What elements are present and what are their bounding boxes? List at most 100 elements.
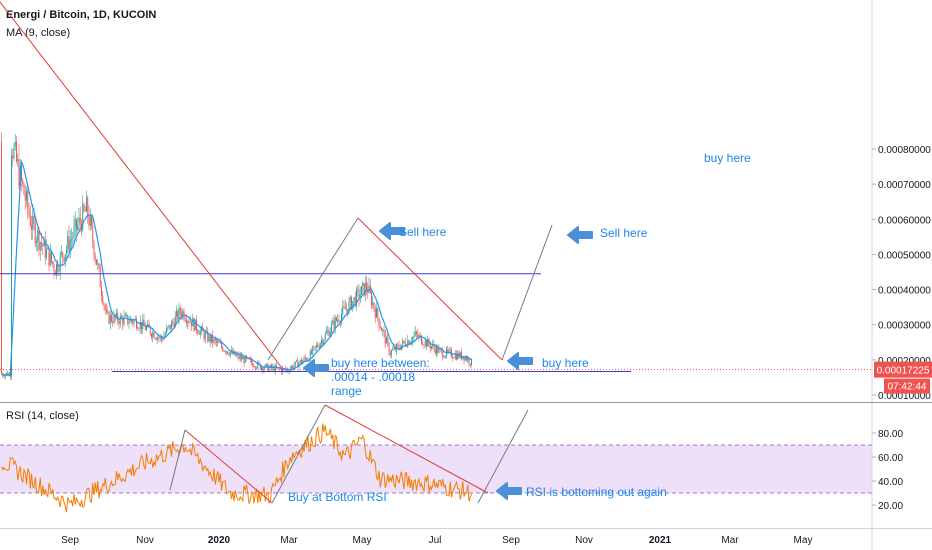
- candle-body: [184, 319, 186, 321]
- candle-body: [126, 314, 127, 316]
- candle-body: [131, 319, 132, 322]
- candle-body: [453, 358, 455, 359]
- candle-body: [404, 342, 406, 346]
- candle-body: [329, 331, 331, 336]
- candle-body: [382, 329, 384, 331]
- candle-body: [98, 263, 100, 268]
- candle-body: [109, 315, 111, 324]
- candle-body: [74, 219, 76, 227]
- candle-body: [47, 247, 49, 249]
- candle-body: [466, 356, 467, 361]
- candle-body: [436, 346, 437, 354]
- candle-body: [383, 329, 385, 333]
- candle-body: [398, 344, 400, 348]
- candle-body: [69, 240, 71, 252]
- candle-body: [287, 369, 289, 371]
- candle-body: [361, 286, 362, 295]
- time-tick-label: Mar: [280, 535, 298, 546]
- candle-body: [357, 289, 359, 290]
- candle-body: [82, 204, 84, 231]
- candle-body: [366, 283, 367, 289]
- price-tick-label: 0.00050000: [878, 250, 931, 261]
- candle-body: [177, 311, 179, 320]
- candle-body: [356, 289, 357, 306]
- candle-body: [403, 340, 405, 343]
- candle-body: [457, 352, 459, 360]
- candle-body: [346, 308, 347, 310]
- candle-body: [104, 305, 106, 311]
- candle-body: [192, 318, 194, 327]
- candle-body: [269, 364, 271, 368]
- candle-body: [68, 236, 70, 252]
- candle-body: [326, 331, 327, 334]
- candle-body: [333, 320, 335, 329]
- candle-body: [236, 355, 237, 356]
- candle-body: [341, 314, 342, 322]
- candle-body: [257, 362, 259, 368]
- candle-body: [442, 350, 444, 358]
- candle-body: [429, 344, 431, 349]
- candle-body: [87, 197, 89, 216]
- candle-body: [84, 209, 86, 212]
- candle-body: [276, 365, 277, 368]
- candle-body: [122, 318, 124, 325]
- candle-body: [349, 297, 351, 302]
- candle-body: [198, 332, 200, 335]
- candle-body: [179, 308, 181, 314]
- candle-body: [259, 363, 261, 370]
- candle-body: [119, 316, 121, 325]
- candle-body: [191, 321, 192, 327]
- current-price-value: 0.00017225: [877, 366, 930, 377]
- annotation-sell-here-1: Sell here: [399, 225, 447, 239]
- candle-body: [343, 306, 345, 307]
- buy-here-arrow-icon: [507, 352, 533, 370]
- time-tick-label: 2021: [649, 535, 672, 546]
- rsi-downtrend-1: [184, 429, 273, 504]
- candle-body: [441, 349, 442, 351]
- buy-range-arrow-icon: [303, 359, 329, 377]
- candle-body: [169, 324, 171, 330]
- candle-body: [354, 296, 356, 306]
- candle-body: [42, 244, 44, 247]
- candle-body: [296, 360, 297, 362]
- candle-body: [209, 335, 211, 342]
- candle-body: [32, 216, 34, 230]
- candle-body: [319, 343, 321, 348]
- candle-body: [219, 342, 221, 344]
- candle-body: [387, 337, 389, 343]
- candle-body: [237, 354, 239, 356]
- candle-body: [353, 296, 355, 302]
- candle-body: [124, 315, 126, 317]
- candle-body: [157, 337, 159, 340]
- candle-body: [118, 321, 120, 325]
- candle-body: [424, 340, 426, 346]
- candle-body: [223, 350, 225, 352]
- candle-body: [444, 356, 446, 358]
- candle-body: [293, 365, 295, 369]
- rsi-line: [1, 423, 472, 513]
- candle-body: [16, 141, 17, 162]
- candle-body: [123, 316, 125, 325]
- candle-body: [363, 283, 365, 296]
- candle-body: [304, 357, 306, 359]
- candle-body: [412, 337, 414, 342]
- candle-body: [321, 340, 322, 344]
- sell-here-arrow-1-icon: [379, 222, 405, 240]
- candle-body: [388, 342, 390, 354]
- candle-body: [11, 155, 12, 377]
- candle-body: [132, 321, 134, 324]
- candle-body: [391, 350, 392, 355]
- current-price-tag: [874, 361, 932, 378]
- candle-body: [229, 352, 231, 356]
- candle-body: [386, 337, 387, 344]
- candle-body: [92, 225, 94, 243]
- candle-body: [222, 346, 224, 351]
- candle-body: [43, 239, 45, 247]
- candle-body: [72, 237, 74, 240]
- rsi-uptrend-1: [169, 429, 186, 491]
- candle-body: [162, 339, 164, 340]
- candle-body: [7, 372, 9, 376]
- candle-body: [316, 345, 317, 347]
- candle-body: [469, 363, 471, 365]
